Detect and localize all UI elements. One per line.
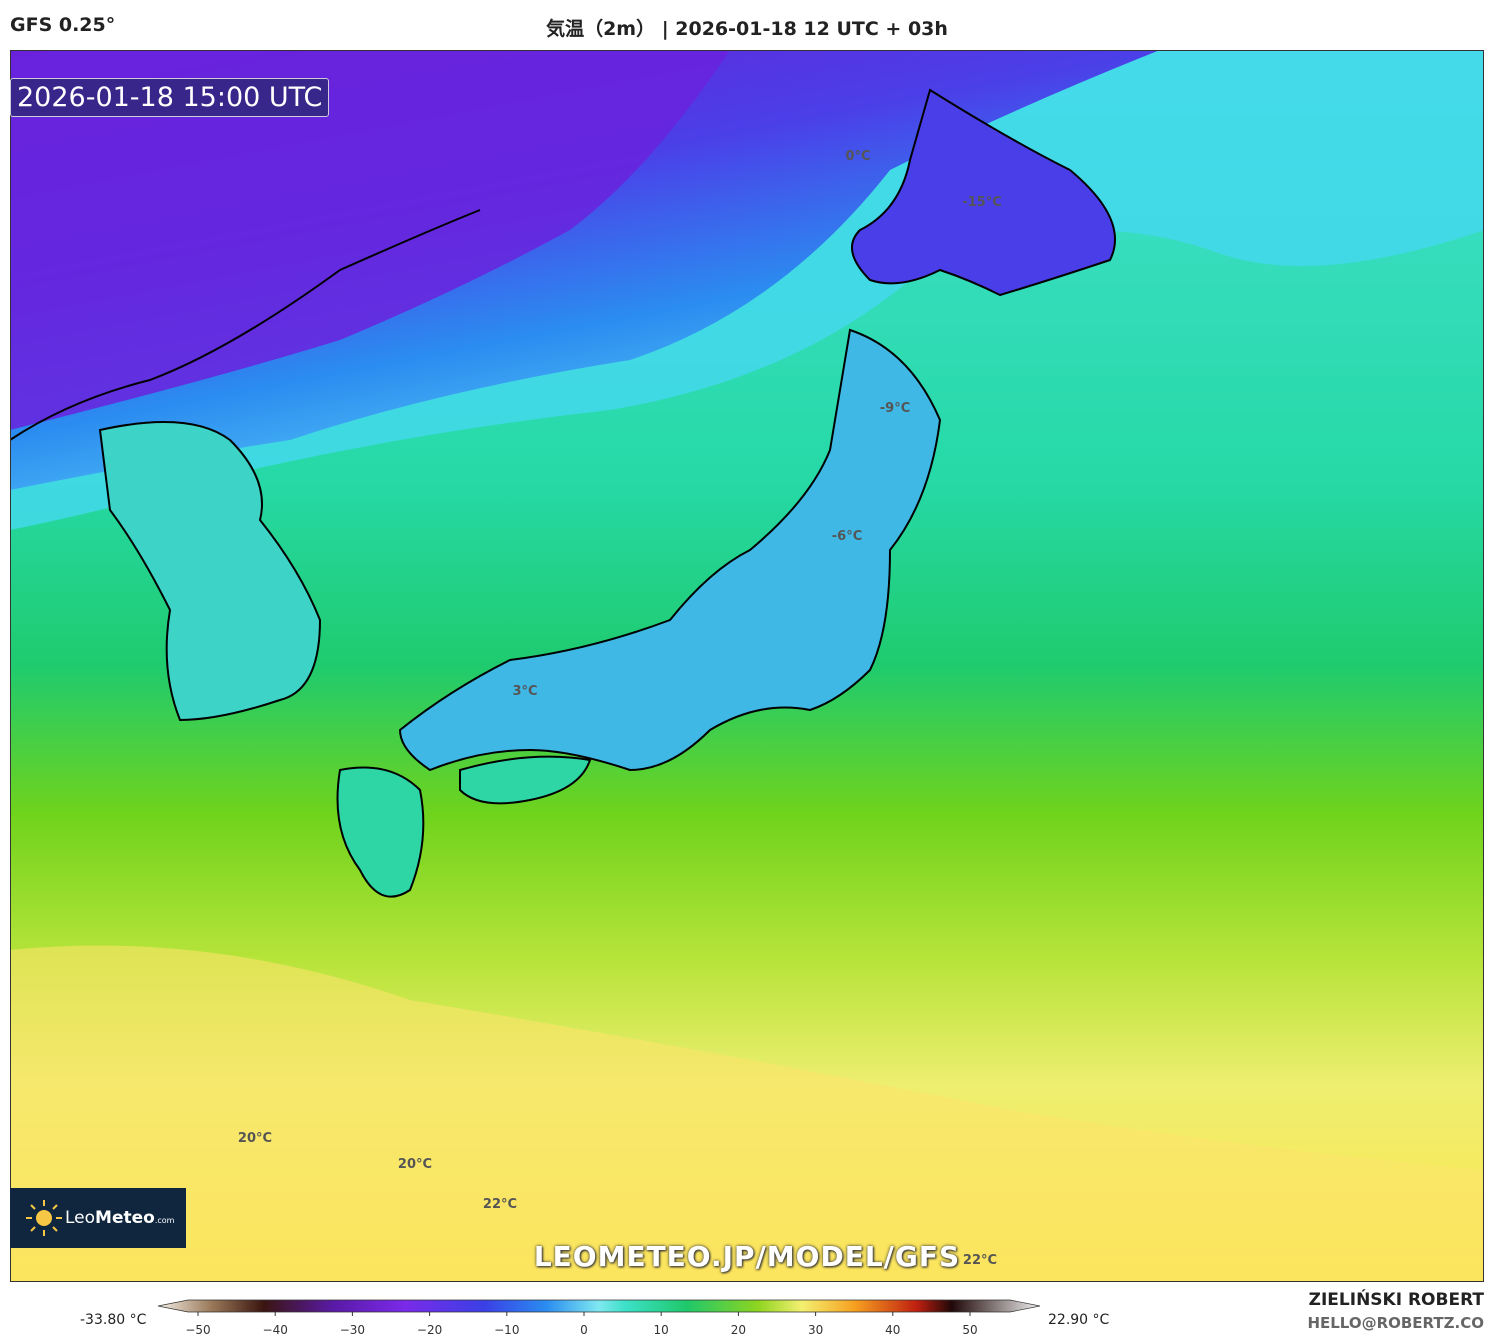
- logo-name-bold: Meteo: [95, 1208, 155, 1228]
- arctic-air: [10, 50, 730, 430]
- colorbar-tick-label: −30: [340, 1323, 365, 1337]
- contour-label: 22°C: [483, 1197, 517, 1212]
- hokkaido: [851, 88, 1116, 297]
- colorbar-tick-label: 0: [580, 1323, 588, 1337]
- author: ZIELIŃSKI ROBERT: [1308, 1290, 1484, 1310]
- colorbar-tick-label: −20: [417, 1323, 442, 1337]
- email: HELLO@ROBERTZ.CO: [1307, 1314, 1484, 1332]
- contour-label: 0°C: [845, 149, 870, 164]
- colorbar-tick-label: 30: [808, 1323, 823, 1337]
- logo-name: Leo: [65, 1208, 96, 1228]
- temperature-map: 0°C -15°C -9°C -6°C 3°C 20°C 20°C 22°C 2…: [10, 50, 1484, 1282]
- colorbar-tick-label: −50: [185, 1323, 210, 1337]
- contour-label: -9°C: [880, 401, 910, 416]
- map-frame: [10, 50, 1484, 1282]
- contour-label: 20°C: [238, 1131, 272, 1146]
- contour-label: -6°C: [832, 529, 862, 544]
- title: 気温（2m） | 2026-01-18 12 UTC + 03h: [546, 18, 948, 40]
- colorbar-ramp: [157, 1299, 1041, 1313]
- legend-max: 22.90 °C: [1048, 1312, 1110, 1328]
- contour-label: 22°C: [963, 1253, 997, 1268]
- contour-label: -15°C: [962, 195, 1002, 210]
- shikoku: [459, 755, 592, 805]
- logo: LeoMeteo.com: [10, 1188, 186, 1248]
- logo-text: LeoMeteo.com: [65, 1208, 174, 1228]
- colorbar-tick-label: 40: [885, 1323, 900, 1337]
- honshu: [398, 328, 942, 772]
- colorbar-tick-label: −40: [263, 1323, 288, 1337]
- logo-domain: .com: [154, 1216, 175, 1225]
- colorbar-tick-label: −10: [494, 1323, 519, 1337]
- warm-air: [10, 945, 1484, 1282]
- legend-min: -33.80 °C: [80, 1312, 147, 1328]
- kyushu: [336, 766, 425, 898]
- contour-label: 20°C: [398, 1157, 432, 1172]
- model-label: GFS 0.25°: [10, 14, 116, 36]
- colorbar-tick-label: 20: [731, 1323, 746, 1337]
- logo-sun: [26, 1200, 62, 1236]
- contour-label: 3°C: [512, 684, 537, 699]
- watermark: LEOMETEO.JP/MODEL/GFS: [533, 1240, 961, 1273]
- colorbar: −50 −40 −30 −20 −10 0 10 20 30 40 50: [157, 1299, 1041, 1337]
- colorbar-tick-label: 10: [654, 1323, 669, 1337]
- korea: [98, 421, 322, 722]
- valid-time: 2026-01-18 15:00 UTC: [10, 78, 330, 117]
- colorbar-tick-label: 50: [962, 1323, 977, 1337]
- coastline: [10, 209, 481, 441]
